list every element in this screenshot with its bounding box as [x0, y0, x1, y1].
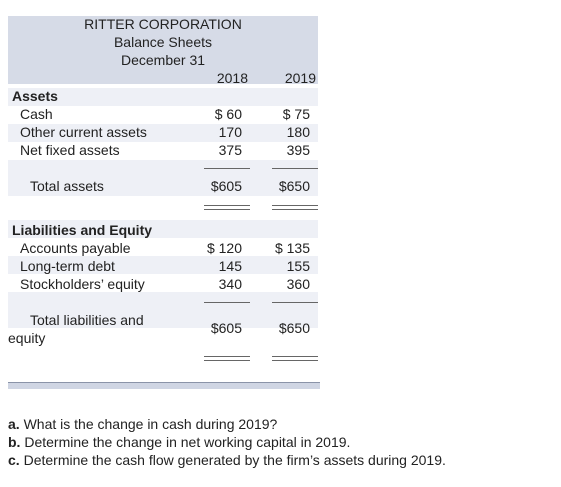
- subtotal-rule: [272, 302, 318, 303]
- net-fixed-assets-2019: 395: [286, 142, 310, 158]
- other-current-assets-2019: 180: [286, 124, 310, 140]
- stockholders-equity-2019: 360: [286, 276, 310, 292]
- row-label-accounts-payable: Accounts payable: [20, 240, 131, 256]
- question-a: a. What is the change in cash during 201…: [8, 416, 277, 432]
- liabilities-heading: Liabilities and Equity: [12, 222, 153, 238]
- column-header-2018: 2018: [216, 70, 248, 86]
- table-header-background: [8, 16, 318, 84]
- row-label-total-assets: Total assets: [30, 178, 104, 194]
- row-label-cash: Cash: [20, 106, 53, 122]
- statement-title: Balance Sheets: [113, 34, 213, 50]
- table-footer-bar: [8, 382, 320, 389]
- question-letter: a.: [8, 416, 20, 432]
- question-letter: b.: [8, 434, 21, 450]
- long-term-debt-2019: 155: [286, 258, 310, 274]
- total-double-rule: [204, 205, 250, 210]
- cash-2018: $ 60: [214, 106, 242, 122]
- question-text: What is the change in cash during 2019?: [23, 416, 278, 432]
- total-double-rule: [204, 356, 250, 361]
- assets-heading: Assets: [12, 88, 58, 104]
- question-b: b. Determine the change in net working c…: [8, 434, 350, 450]
- question-text: Determine the change in net working capi…: [24, 434, 351, 450]
- row-stripe: [8, 160, 318, 178]
- total-double-rule: [272, 356, 318, 361]
- row-stripe: [8, 256, 318, 274]
- subtotal-rule: [272, 168, 318, 169]
- row-label-total-liabilities-line2: equity: [8, 330, 46, 346]
- total-liabilities-2018: $605: [210, 320, 242, 336]
- company-name: RITTER CORPORATION: [84, 16, 242, 32]
- row-stripe: [8, 292, 318, 310]
- column-header-2019: 2019: [284, 70, 316, 86]
- question-c: c. Determine the cash flow generated by …: [8, 452, 446, 468]
- row-label-other-current-assets: Other current assets: [20, 124, 147, 140]
- row-label-long-term-debt: Long-term debt: [20, 258, 115, 274]
- net-fixed-assets-2018: 375: [218, 142, 242, 158]
- other-current-assets-2018: 170: [218, 124, 242, 140]
- total-liabilities-2019: $650: [278, 320, 310, 336]
- question-letter: c.: [8, 452, 20, 468]
- row-label-net-fixed-assets: Net fixed assets: [20, 142, 120, 158]
- accounts-payable-2019: $ 135: [274, 240, 310, 256]
- row-stripe: [8, 310, 318, 328]
- total-assets-2018: $605: [210, 178, 242, 194]
- row-stripe: [8, 88, 318, 106]
- long-term-debt-2018: 145: [218, 258, 242, 274]
- subtotal-rule: [204, 168, 250, 169]
- question-text: Determine the cash flow generated by the…: [23, 452, 446, 468]
- cash-2019: $ 75: [282, 106, 310, 122]
- statement-date: December 31: [120, 52, 206, 68]
- row-stripe: [8, 178, 318, 196]
- subtotal-rule: [204, 302, 250, 303]
- accounts-payable-2018: $ 120: [206, 240, 242, 256]
- total-assets-2019: $650: [278, 178, 310, 194]
- row-label-total-liabilities-line1: Total liabilities and: [30, 312, 144, 328]
- row-label-stockholders-equity: Stockholders’ equity: [20, 276, 145, 292]
- total-double-rule: [272, 205, 318, 210]
- row-stripe: [8, 124, 318, 142]
- stockholders-equity-2018: 340: [218, 276, 242, 292]
- row-stripe: [8, 220, 318, 238]
